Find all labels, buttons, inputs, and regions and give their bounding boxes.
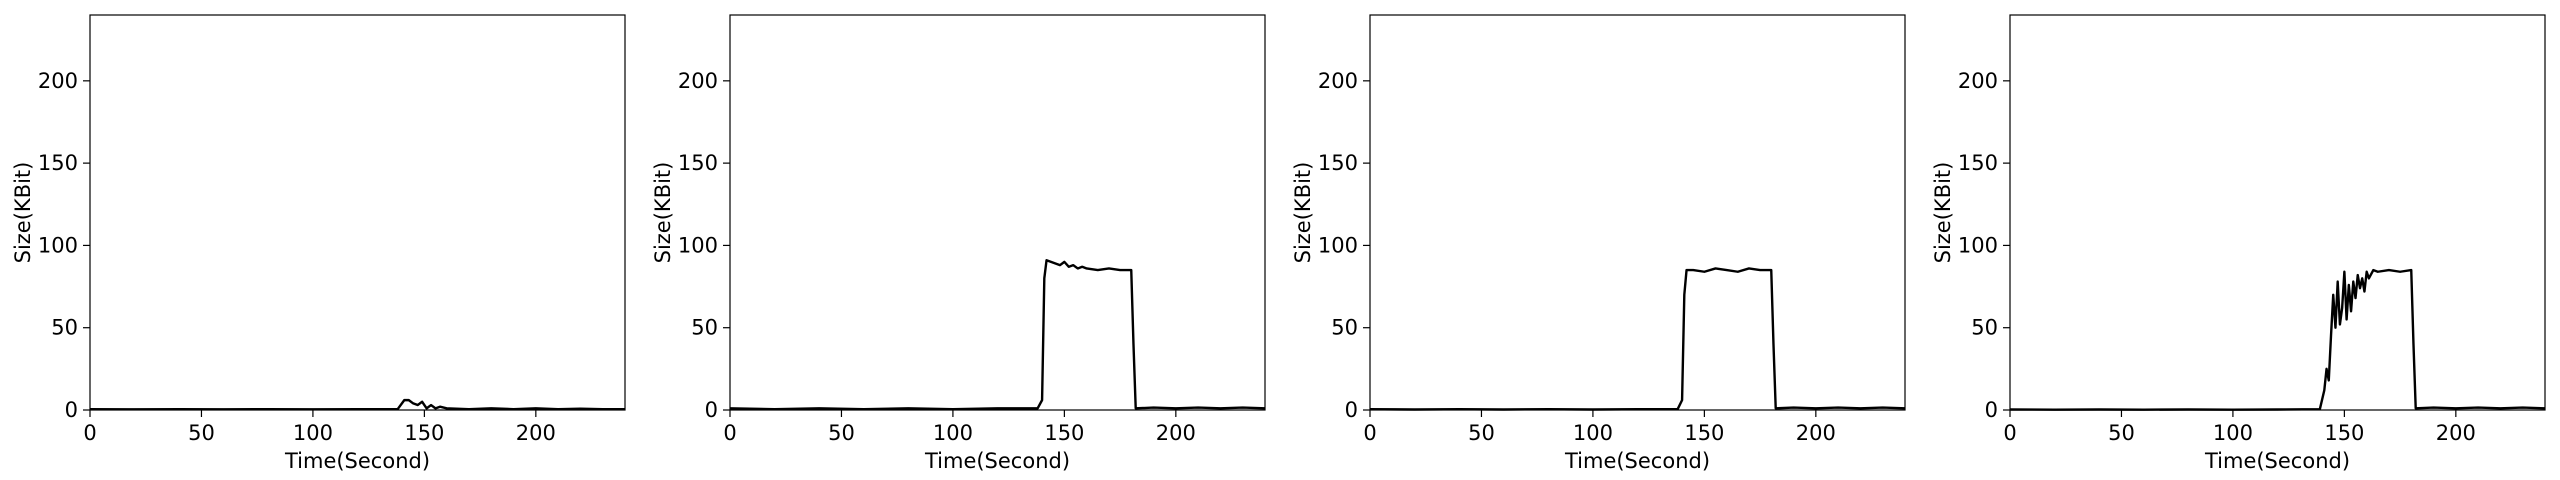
plot-frame [89,14,626,411]
x-axis-label: Time(Second) [924,449,1070,473]
y-tick-label: 50 [1971,316,1998,340]
x-tick-label: 200 [1796,421,1836,445]
y-tick-label: 150 [1318,151,1358,175]
x-tick-label: 50 [2108,421,2135,445]
series-line-1 [1369,267,1906,411]
y-tick-label: 0 [1345,398,1358,422]
x-tick-label: 0 [723,421,736,445]
x-tick-label: 150 [2324,421,2364,445]
y-axis-label: Size(KBit) [11,162,35,264]
y-tick-label: 100 [1958,233,1998,257]
x-tick-label: 200 [1156,421,1196,445]
x-tick-label: 150 [1044,421,1084,445]
x-tick-label: 150 [404,421,444,445]
y-tick-label: 200 [38,69,78,93]
y-axis-label: Size(KBit) [1291,162,1315,264]
x-tick-label: 50 [188,421,215,445]
y-tick-label: 150 [678,151,718,175]
chart-panel-2: 0 50 100 150 200 0 50 100 150 200 Time(Second) Size… [651,14,1266,473]
y-tick-label: 200 [1958,69,1998,93]
x-tick-label: 0 [2003,421,2016,445]
x-tick-label: 100 [933,421,973,445]
x-axis-label: Time(Second) [2204,449,2350,473]
x-axis-label: Time(Second) [284,449,430,473]
chart-panel-1: 0 50 100 150 200 0 50 100 150 200 Time(Second) Size… [11,14,626,473]
plot-frame [729,14,1266,411]
plot-frame [2009,14,2546,411]
y-tick-label: 100 [1318,233,1358,257]
y-tick-label: 0 [65,398,78,422]
x-tick-label: 150 [1684,421,1724,445]
series-line-1 [729,259,1266,411]
y-tick-label: 150 [38,151,78,175]
x-tick-label: 0 [83,421,96,445]
y-tick-label: 100 [678,233,718,257]
y-tick-label: 50 [1331,316,1358,340]
x-axis-label: Time(Second) [1564,449,1710,473]
y-tick-label: 50 [691,316,718,340]
y-tick-label: 200 [678,69,718,93]
y-tick-label: 0 [1985,398,1998,422]
x-tick-label: 100 [2213,421,2253,445]
y-tick-label: 200 [1318,69,1358,93]
x-tick-label: 50 [828,421,855,445]
x-tick-label: 100 [1573,421,1613,445]
x-tick-label: 0 [1363,421,1376,445]
y-axis-label: Size(KBit) [1931,162,1955,264]
y-axis-label: Size(KBit) [651,162,675,264]
series-line-1 [89,398,625,411]
series-line-1 [2009,268,2546,411]
x-tick-label: 50 [1468,421,1495,445]
y-tick-label: 100 [38,233,78,257]
chart-panel-3: 0 50 100 150 200 0 50 100 150 200 Time(Second) Size… [1291,14,1906,473]
chart-panel-4: 0 50 100 150 200 0 50 100 150 200 Time(Second) Size… [1931,14,2546,473]
y-tick-label: 50 [51,316,78,340]
x-tick-label: 100 [293,421,333,445]
y-tick-label: 0 [705,398,718,422]
plot-frame [1369,14,1906,411]
y-tick-label: 150 [1958,151,1998,175]
x-tick-label: 200 [516,421,556,445]
x-tick-label: 200 [2436,421,2476,445]
